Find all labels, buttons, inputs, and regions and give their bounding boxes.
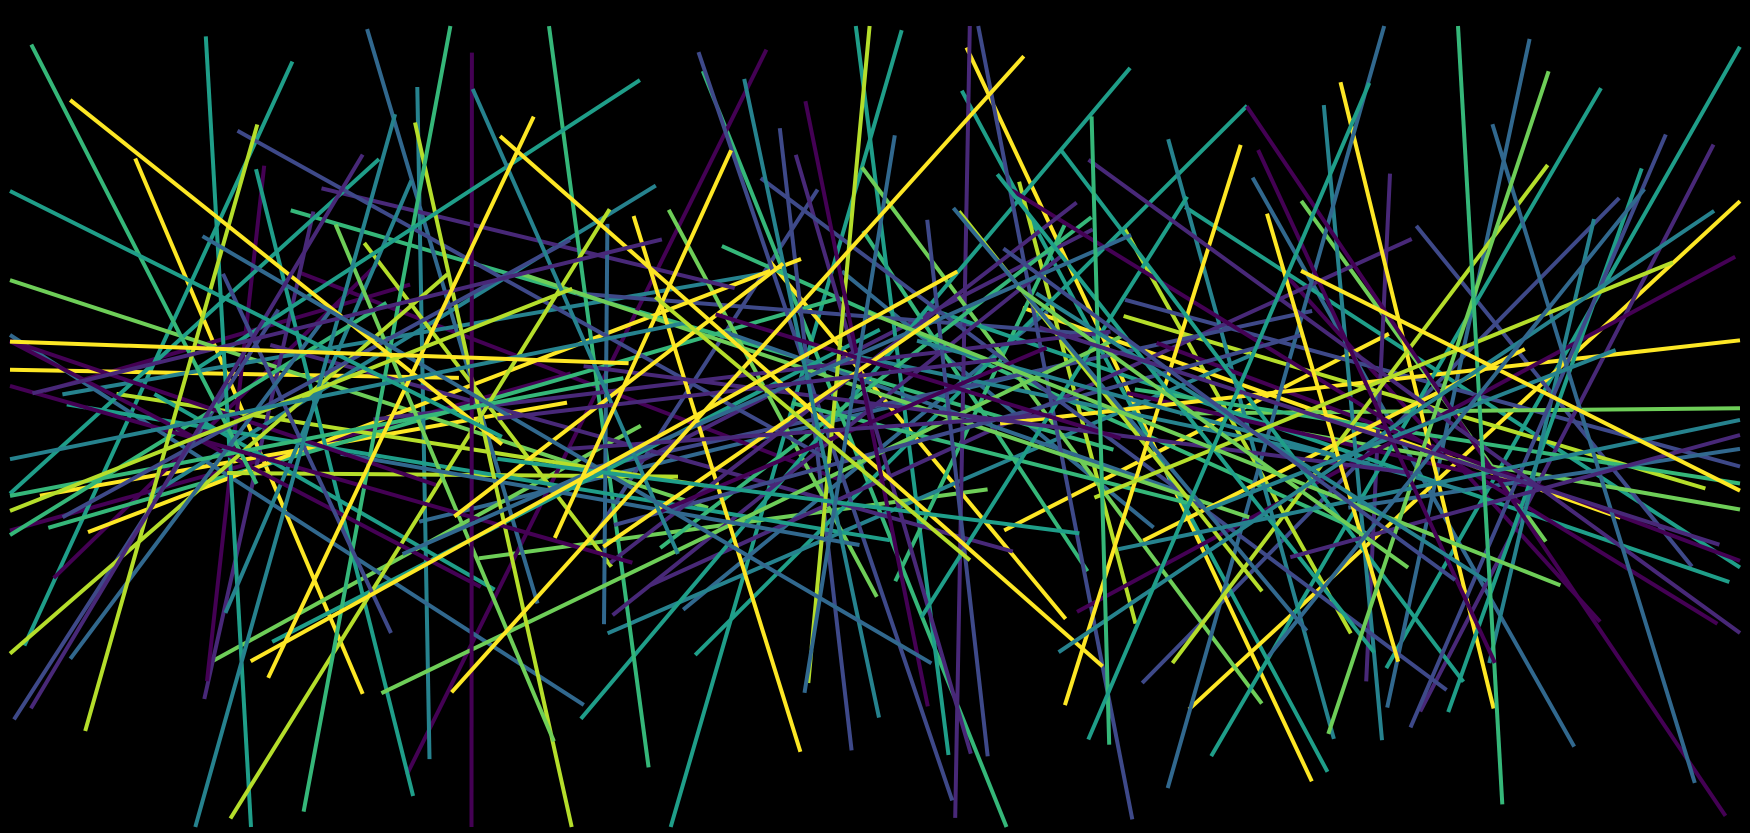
line-segment [1087,158,1742,635]
line-segment [1256,149,1497,664]
line-segment [321,186,736,291]
line-segment [1089,116,1112,745]
line-segment [29,43,259,485]
line-segment [715,312,1122,441]
line-segment [1245,105,1728,818]
line-segment [401,233,1132,556]
line-segment [613,332,1304,528]
line-segment [1165,25,1387,789]
line-segment [742,78,881,719]
line-segment [413,122,574,828]
line-segment [1266,187,1646,658]
line-segment [1205,348,1617,512]
line-segment [1456,25,1505,805]
line-segment [951,206,1309,633]
line-segment [803,100,930,707]
line-segment [9,338,437,487]
line-segment [1155,341,1741,563]
line-segment [221,272,393,634]
line-segment [861,229,1090,573]
line-segment [995,173,1376,654]
line-segment [1487,218,1596,664]
line-segments [8,25,1742,828]
line-segment [802,134,897,694]
line-segment [1059,149,1465,684]
line-segment [201,234,933,666]
line-segment [1300,269,1741,493]
line-segment [249,269,959,663]
line-segment [1418,143,1716,713]
line-segment [853,25,951,756]
line-segment [9,286,573,513]
line-segment [450,54,1026,694]
line-segment [373,329,1111,422]
line-segment [133,157,365,695]
line-segment [1086,82,1372,741]
line-segment [1408,133,1668,729]
line-segment [236,129,832,463]
line-segment [9,339,629,366]
line-segment [860,166,1264,705]
line-segment [1134,387,1741,486]
line-segment [552,149,733,539]
line-segment [68,98,504,446]
line-segment [340,451,860,547]
line-segment [228,208,612,820]
line-segment [8,157,381,496]
line-segment [29,153,365,710]
line-segment [654,295,972,562]
line-segment [1038,325,1721,547]
line-segment [521,272,1250,520]
line-segment [9,376,624,498]
line-segment [635,227,1094,465]
line-segment [1002,246,1457,582]
line-segment [8,301,388,537]
line-segment [266,115,536,679]
line-segment [66,402,890,543]
line-segment [579,66,1132,721]
line-segment [926,306,1730,584]
line-segment [791,400,1205,510]
line-segment [9,189,503,439]
line-segment [1187,199,1742,711]
line-segment [147,183,657,498]
line-segment [87,257,802,534]
line-segment [193,113,398,828]
line-segment [547,25,651,768]
line-segment [31,237,663,396]
line-segment [1490,123,1697,784]
line-segment [1326,70,1551,735]
line-segment [498,134,1104,668]
line-segment [68,307,334,660]
line-segment [793,154,973,755]
line-segment [453,262,785,519]
line-segment [301,25,453,812]
line-segment [1170,163,1550,665]
line-segment [1446,167,1644,713]
line-segment [9,320,686,462]
line-segment [806,25,872,684]
line-segment [1117,417,1741,552]
line-segment [1184,205,1742,570]
line-segment [9,383,633,565]
line-segment [1015,285,1410,570]
line-segment [61,238,571,519]
